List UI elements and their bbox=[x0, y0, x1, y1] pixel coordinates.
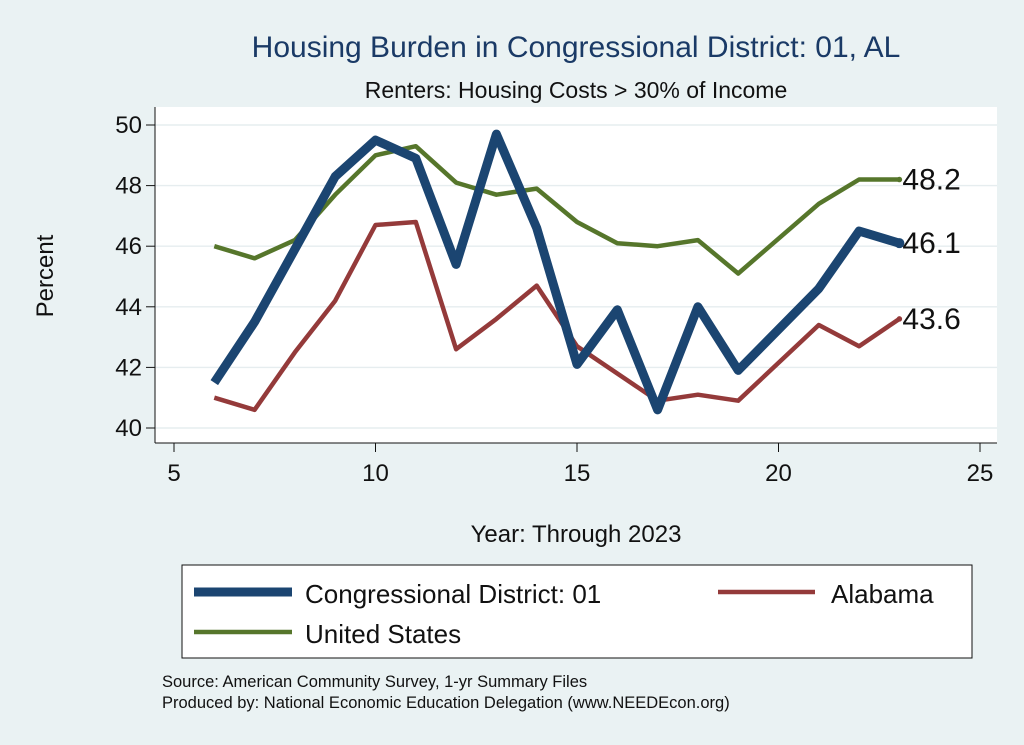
y-tick-label-44: 44 bbox=[115, 294, 142, 321]
y-tick-label-48: 48 bbox=[115, 173, 142, 200]
chart-title: Housing Burden in Congressional District… bbox=[252, 31, 901, 64]
source-line-2: Produced by: National Economic Education… bbox=[162, 694, 730, 712]
series-end-point-1 bbox=[896, 316, 903, 322]
legend-label-1: Alabama bbox=[831, 579, 934, 609]
y-tick-label-46: 46 bbox=[115, 233, 142, 260]
y-tick-label-40: 40 bbox=[115, 415, 142, 442]
x-tick-label-15: 15 bbox=[564, 460, 591, 487]
series-lines bbox=[210, 129, 905, 415]
x-tick-label-5: 5 bbox=[167, 460, 180, 487]
series-end-point-2 bbox=[896, 176, 903, 183]
y-tick-label-50: 50 bbox=[115, 112, 142, 139]
x-tick-label-25: 25 bbox=[967, 460, 994, 487]
y-tick-label-42: 42 bbox=[115, 354, 142, 381]
x-axis-ticks: 5 10 15 20 25 bbox=[167, 443, 993, 487]
source-line-1: Source: American Community Survey, 1-yr … bbox=[162, 673, 587, 691]
plot-area bbox=[155, 107, 997, 443]
legend-label-0: Congressional District: 01 bbox=[305, 579, 601, 609]
x-axis-label: Year: Through 2023 bbox=[471, 521, 682, 548]
series-line-1 bbox=[213, 219, 901, 413]
legend: Congressional District: 01 Alabama United … bbox=[194, 579, 934, 649]
x-tick-label-20: 20 bbox=[765, 460, 792, 487]
end-label-0: 46.1 bbox=[902, 227, 960, 260]
series-line-0 bbox=[210, 129, 901, 415]
end-label-1: 43.6 bbox=[902, 303, 960, 336]
legend-box bbox=[181, 564, 973, 659]
series-end-point-0 bbox=[894, 238, 905, 249]
end-label-2: 48.2 bbox=[902, 164, 960, 197]
y-axis-label: Percent bbox=[32, 234, 59, 317]
chart-subtitle: Renters: Housing Costs > 30% of Income bbox=[365, 77, 788, 103]
x-tick-label-10: 10 bbox=[362, 460, 389, 487]
y-axis-ticks: 40 42 44 46 48 50 bbox=[115, 112, 155, 442]
end-labels: 46.1 43.6 48.2 bbox=[902, 164, 960, 336]
legend-label-2: United States bbox=[305, 619, 461, 649]
